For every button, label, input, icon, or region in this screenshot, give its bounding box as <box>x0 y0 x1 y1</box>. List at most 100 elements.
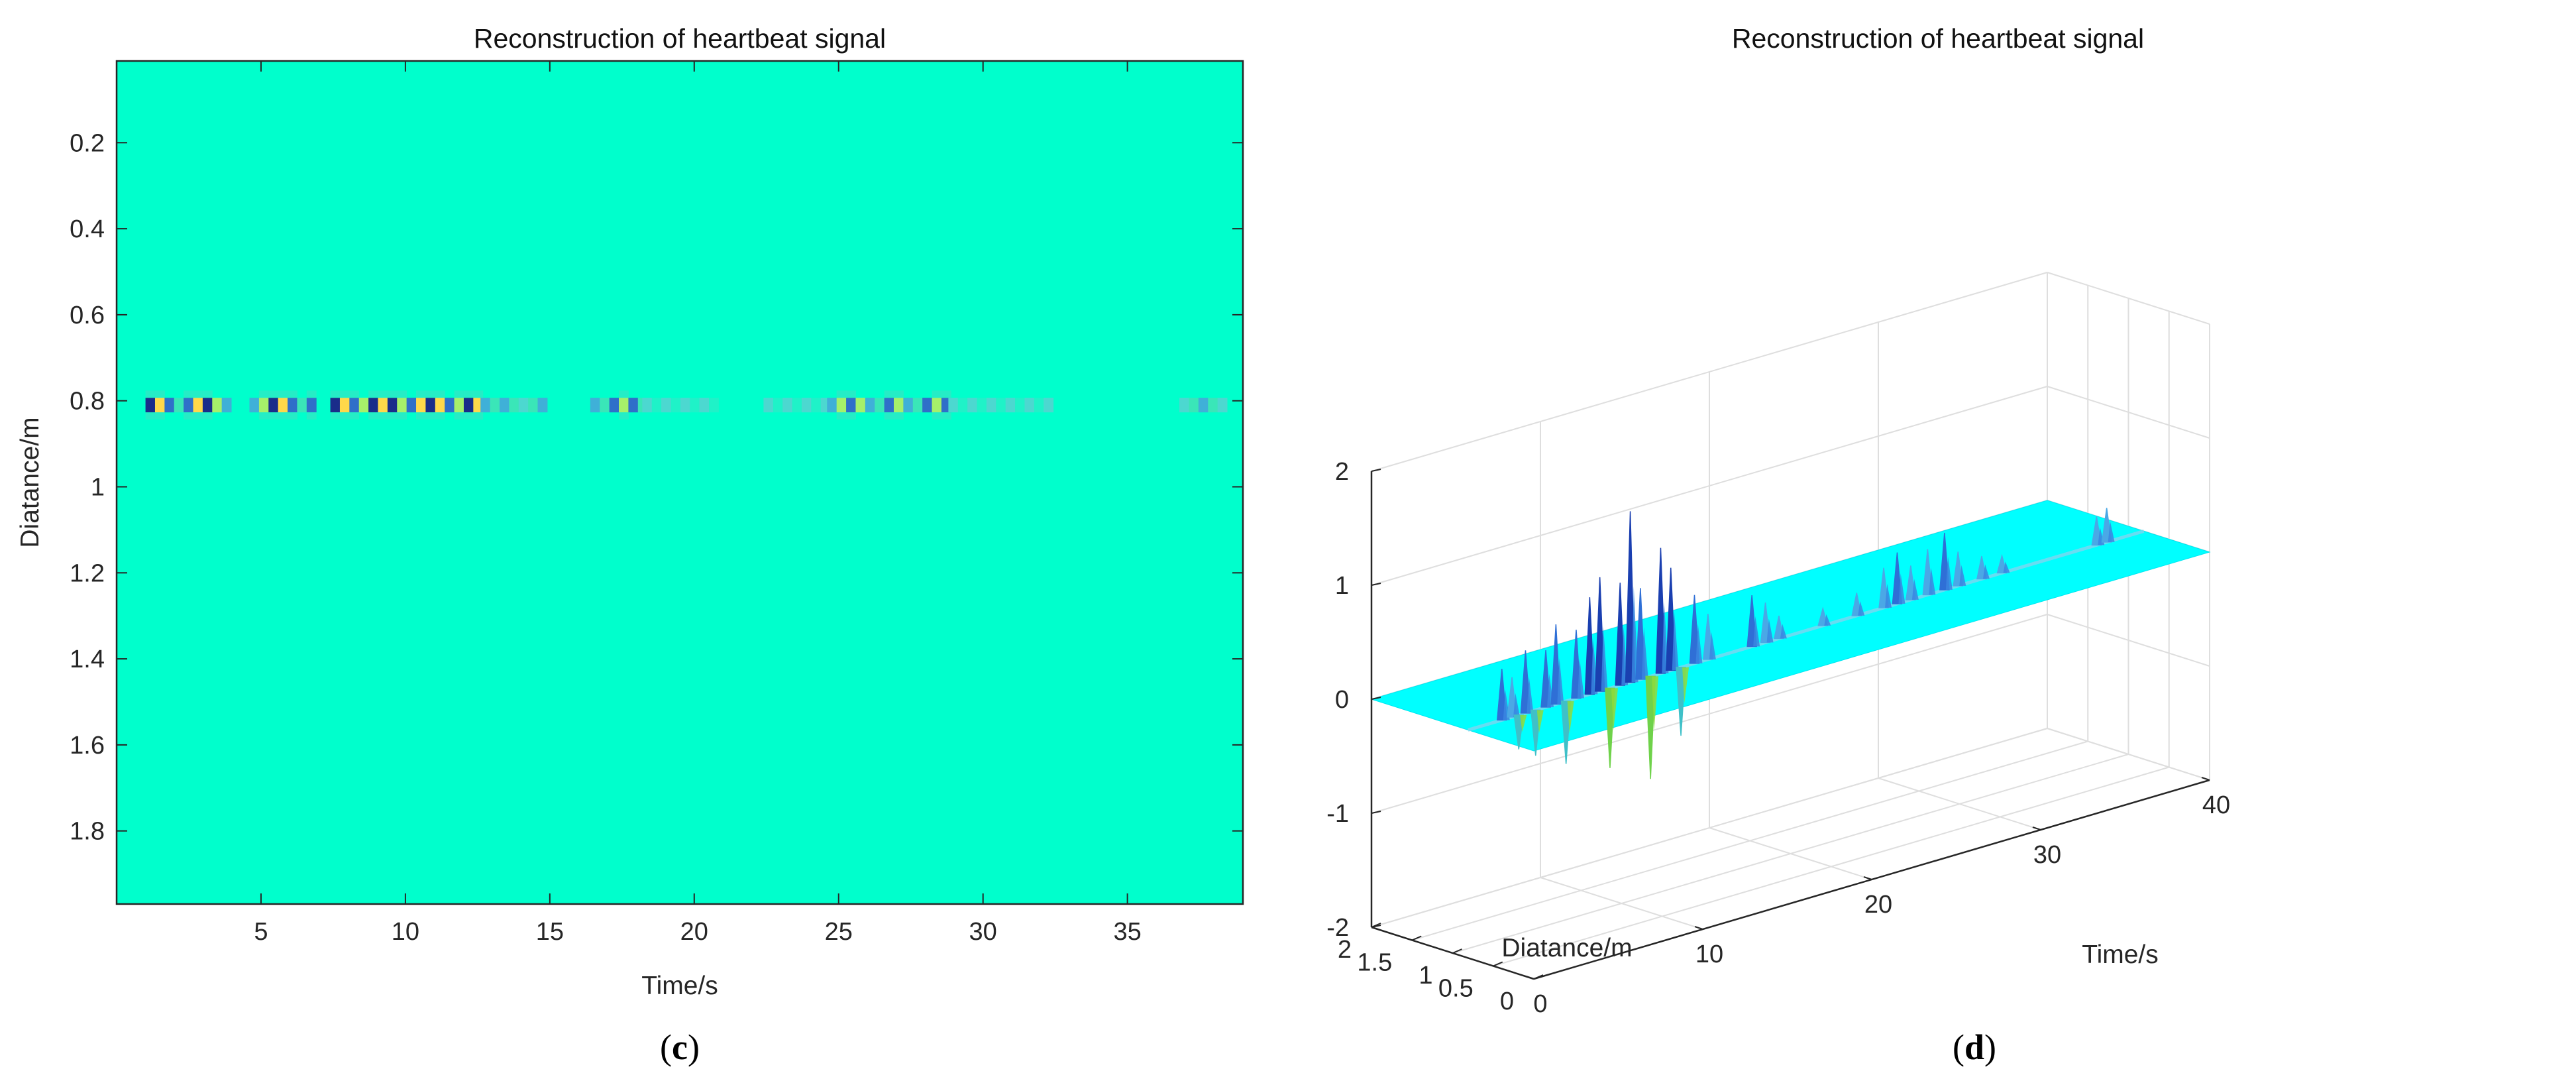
heatmap-cell-halo <box>330 412 341 420</box>
heatmap-cell <box>977 398 987 413</box>
heatmap-cell-halo <box>425 412 436 420</box>
heatmap-cell <box>339 398 350 413</box>
heatmap-cell <box>619 398 629 413</box>
heatmap-cell <box>537 398 548 413</box>
surface-time-tick-label: 40 <box>2202 791 2230 819</box>
heatmap-cell-halo <box>202 390 213 398</box>
heatmap-x-tick-label: 35 <box>1114 918 1142 946</box>
heatmap-cell <box>454 398 464 413</box>
heatmap-cell-halo <box>258 390 269 398</box>
heatmap-cell <box>651 398 662 413</box>
heatmap-x-ticks: 5 10 15 20 25 30 35 <box>254 61 1142 946</box>
heatmap-cell <box>699 398 710 413</box>
heatmap-cell <box>145 398 156 413</box>
surface-wall-gridline <box>1371 728 2048 928</box>
surface-peak-sub <box>1824 614 1831 626</box>
heatmap-cell <box>922 398 933 413</box>
heatmap-cell-halo <box>145 390 156 398</box>
surface-wall-gridline <box>2047 272 2210 325</box>
heatmap-cell <box>932 398 942 413</box>
heatmap-cell-halo <box>846 390 856 398</box>
surface-z-tick-mark <box>1371 697 1381 700</box>
heatmap-cell <box>1198 398 1208 413</box>
heatmap-y-tick-label: 0.2 <box>70 129 105 157</box>
heatmap-cell <box>480 398 491 413</box>
heatmap-y-tick-label: 1 <box>91 473 105 501</box>
surface-peak-sub <box>1641 627 1648 679</box>
heatmap-cell <box>1179 398 1189 413</box>
surface-distance-tick-mark <box>1533 974 1544 980</box>
surface-distance-tick-mark <box>1411 935 1422 941</box>
heatmap-cell <box>1034 398 1044 413</box>
heatmap-cell <box>661 398 671 413</box>
heatmap-x-tick-label: 10 <box>392 918 419 946</box>
surface-z-tick-label: 2 <box>1335 458 1349 486</box>
heatmap-cell <box>435 398 445 413</box>
surface-peak-sub <box>1682 667 1690 703</box>
heatmap-cell-halo <box>454 390 464 398</box>
heatmap-cell <box>1044 398 1054 413</box>
heatmap-cell-halo <box>387 412 398 420</box>
surface-distance-tick-label: 1.5 <box>1357 949 1392 977</box>
heatmap-cell <box>184 398 194 413</box>
heatmap-cell <box>957 398 968 413</box>
heatmap-cell <box>518 398 529 413</box>
heatmap-y-ticks: 0.2 0.4 0.6 0.8 1 1.2 1.4 1.6 1.8 <box>70 129 1243 846</box>
heatmap-y-axis-label: Diatance/m <box>16 417 44 547</box>
heatmap-cell-halo <box>397 390 407 398</box>
heatmap-x-tick-label: 20 <box>680 918 708 946</box>
surface-distance-tick-mark <box>1452 948 1462 954</box>
heatmap-cell <box>268 398 279 413</box>
heatmap-cell <box>894 398 904 413</box>
heatmap-cell <box>445 398 455 413</box>
surface-peak-sub <box>1959 565 1966 586</box>
heatmap-cell-halo <box>330 390 341 398</box>
heatmap-cell-halo <box>368 390 378 398</box>
heatmap-cell <box>297 398 307 413</box>
surface-peak-sub <box>1520 714 1527 732</box>
heatmap-cell-halo <box>349 390 360 398</box>
surface-x-axis-label: Diatance/m <box>1501 934 1632 962</box>
heatmap-y-tick-label: 0.8 <box>70 388 105 416</box>
surface-peak-sub <box>1672 612 1679 671</box>
heatmap-cell-halo <box>435 390 445 398</box>
surface-time-tick-mark <box>2032 826 2041 830</box>
heatmap-cell-halo <box>193 412 203 420</box>
heatmap-cell <box>1005 398 1016 413</box>
surface-distance-tick-mark <box>1371 923 1381 928</box>
heatmap-cell <box>628 398 639 413</box>
heatmap-cell <box>846 398 856 413</box>
heatmap-cell <box>792 398 802 413</box>
heatmap-cell <box>912 398 923 413</box>
surface-peak-sub <box>1753 616 1760 647</box>
caption-d: (d) <box>1953 1027 1996 1067</box>
heatmap-cell <box>773 398 783 413</box>
surface-distance-tick-label: 0 <box>1500 988 1514 1015</box>
heatmap-cell-halo <box>473 412 484 420</box>
heatmap-cell <box>164 398 175 413</box>
heatmap-y-tick-label: 1.8 <box>70 818 105 846</box>
heatmap-cell-halo <box>387 390 398 398</box>
heatmap-cell <box>801 398 812 413</box>
surface-ridge-line <box>1468 530 2145 732</box>
heatmap-cell-halo <box>416 390 426 398</box>
surface-peak-sub <box>1898 573 1905 604</box>
heatmap-cell <box>221 398 232 413</box>
surface-peak-sub <box>1709 632 1716 659</box>
heatmap-cell-halo <box>932 390 942 398</box>
heatmap-cell <box>642 398 653 413</box>
surface-distance-tick-mark <box>1493 961 1503 967</box>
heatmap-cell <box>154 398 165 413</box>
surface-wall-gridline <box>2047 728 2210 781</box>
heatmap-cell-halo <box>894 390 904 398</box>
heatmap-cell <box>212 398 223 413</box>
surface-panel: Reconstruction of heartbeat signal -2 -1 0… <box>1326 23 2230 1067</box>
surface-peaks <box>1496 508 2115 779</box>
surface-peak-sub <box>1567 701 1574 734</box>
surface-wall-gridline <box>1371 614 2048 814</box>
heatmap-cell <box>416 398 426 413</box>
heatmap-cell <box>884 398 894 413</box>
heatmap-cell-halo <box>619 390 629 398</box>
surface-peak-sub <box>1557 658 1564 705</box>
